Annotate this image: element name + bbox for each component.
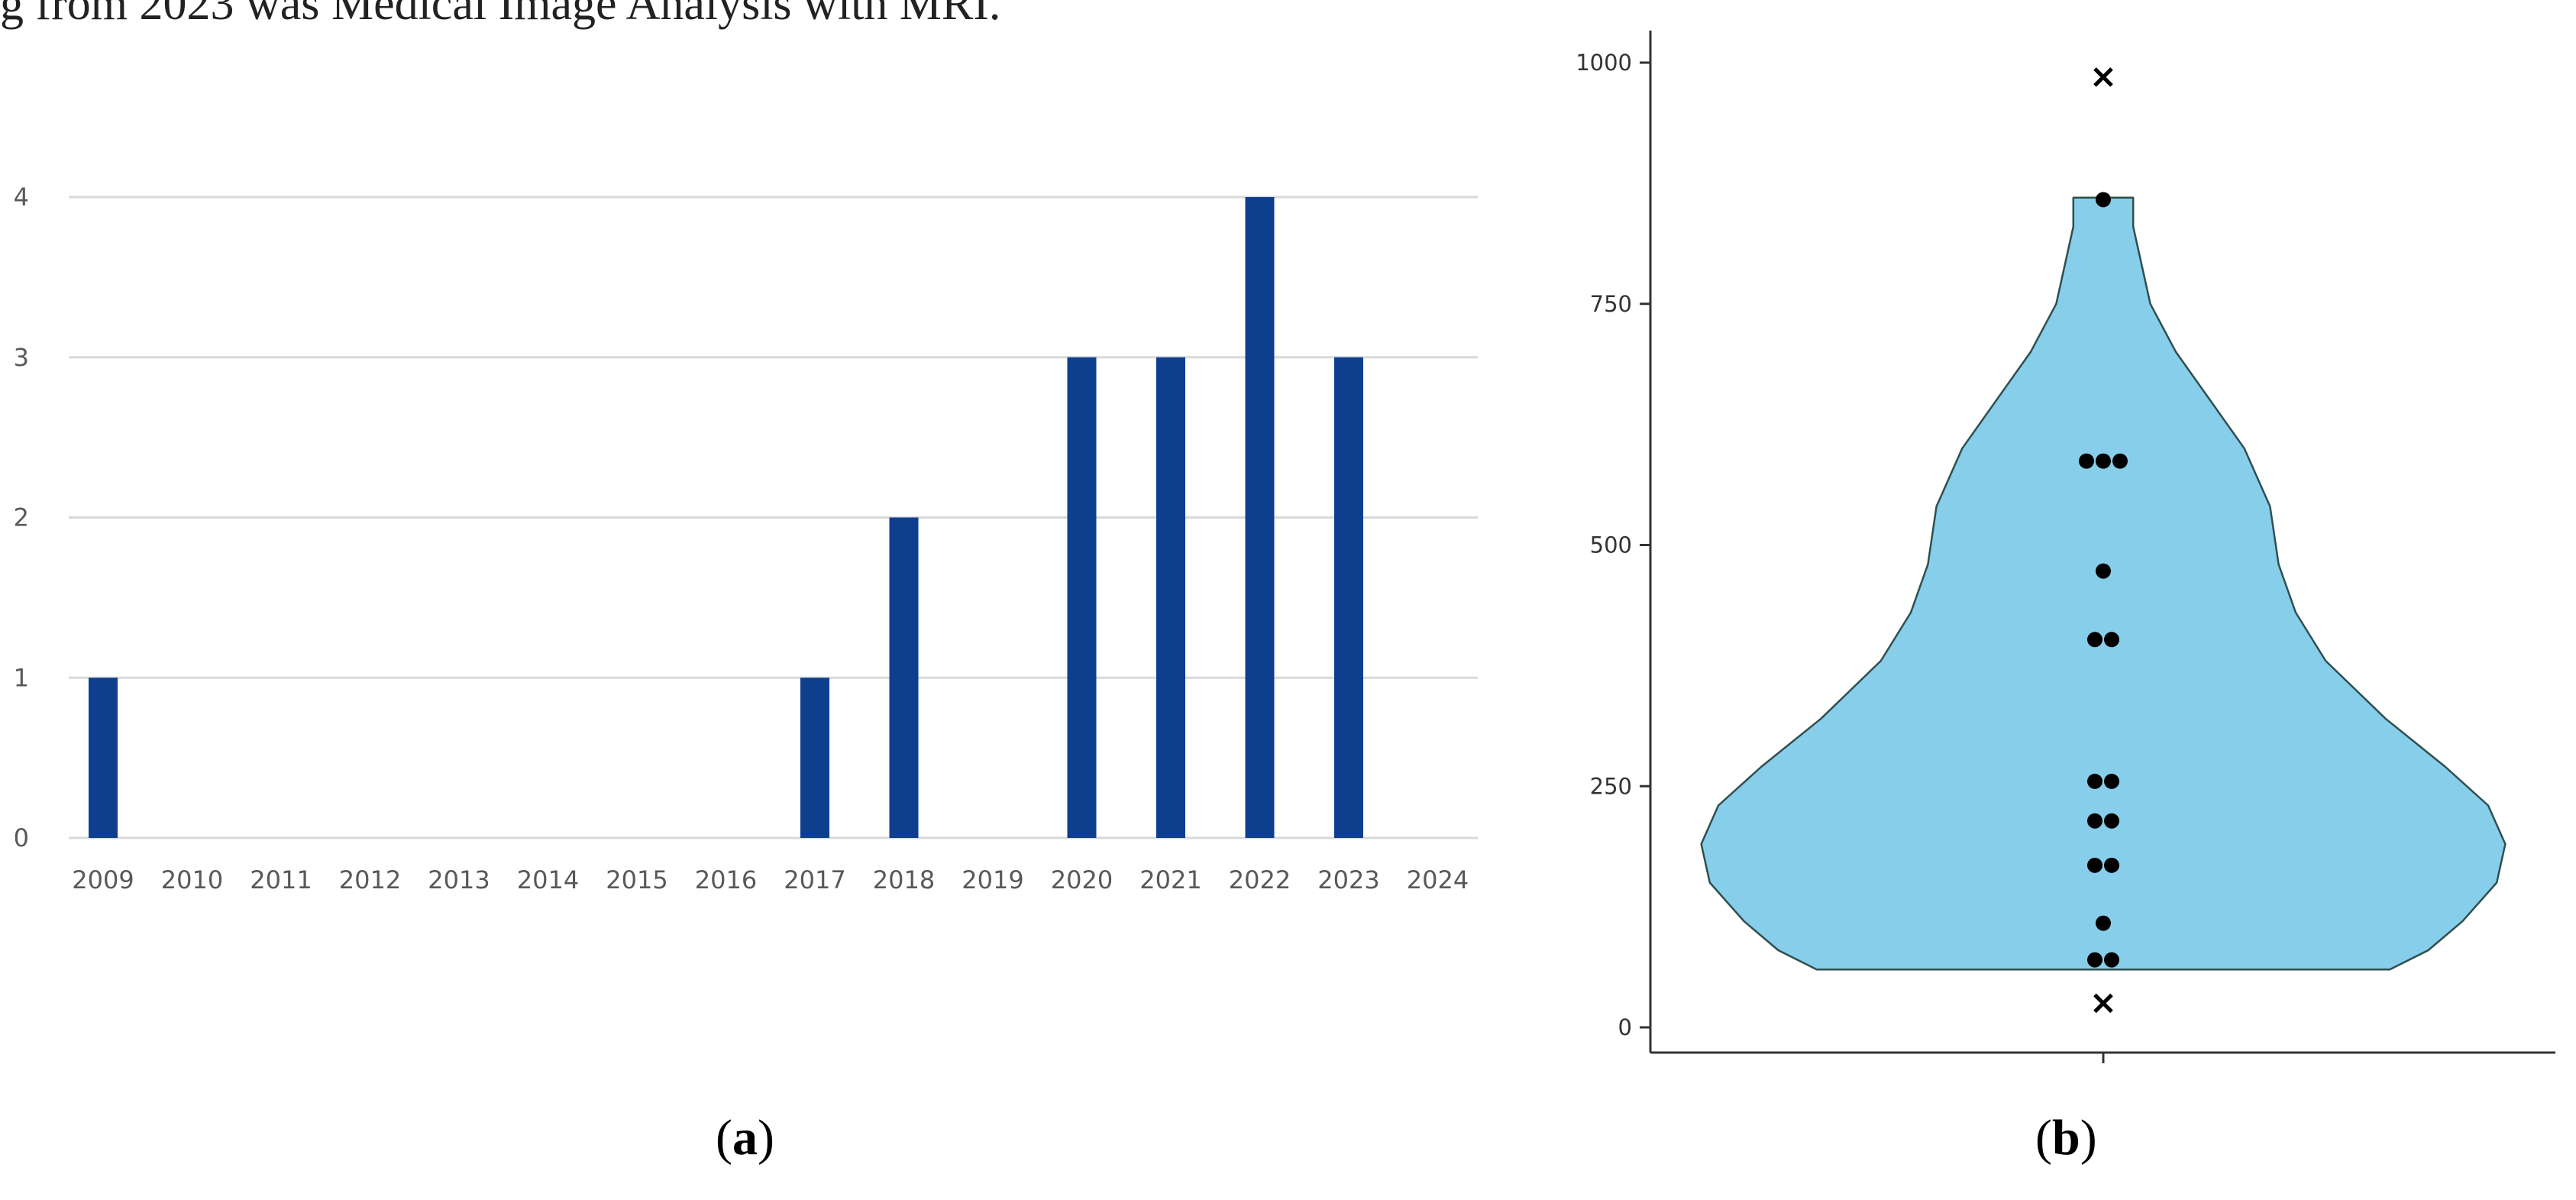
data-point bbox=[2104, 773, 2119, 789]
y-tick-label: 1 bbox=[14, 663, 29, 692]
x-tick-label: 2017 bbox=[784, 865, 845, 894]
bar-chart-a: 0 1 2 3 4 2009 2010 2011 2012 2013 2014 2015 2016 201… bbox=[14, 183, 1478, 894]
violin-chart-b: 0 250 500 750 1000 bbox=[1576, 31, 2555, 1063]
y-tick-label: 3 bbox=[14, 343, 29, 372]
y-tick-label: 250 bbox=[1590, 773, 1632, 799]
x-tick-label: 2011 bbox=[250, 865, 312, 894]
x-tick-label: 2016 bbox=[695, 865, 757, 894]
data-point bbox=[2096, 453, 2111, 469]
x-tick-label: 2010 bbox=[161, 865, 223, 894]
y-tick-label: 4 bbox=[14, 183, 29, 212]
caption-fragment: g from 2023 was Medical Image Analysis w… bbox=[0, 0, 1001, 30]
bar bbox=[889, 517, 919, 838]
violin-body bbox=[1700, 196, 2507, 971]
data-point bbox=[2096, 915, 2111, 931]
y-tick-label: 750 bbox=[1590, 291, 1632, 317]
bar bbox=[1067, 357, 1097, 838]
panel-label-a: (a) bbox=[716, 1110, 774, 1166]
x-tick-label: 2018 bbox=[873, 865, 935, 894]
x-tick-label: 2022 bbox=[1229, 865, 1291, 894]
data-point bbox=[2112, 453, 2128, 469]
bar bbox=[1156, 357, 1185, 838]
x-tick-label: 2013 bbox=[428, 865, 490, 894]
data-point bbox=[2104, 632, 2119, 648]
outlier-point bbox=[2093, 67, 2113, 87]
bar bbox=[800, 678, 829, 838]
data-point bbox=[2087, 773, 2102, 789]
x-tick-label: 2015 bbox=[606, 865, 667, 894]
x-tick-label: 2023 bbox=[1317, 865, 1379, 894]
data-point bbox=[2087, 813, 2102, 829]
data-point bbox=[2079, 453, 2094, 469]
data-point bbox=[2104, 813, 2119, 829]
data-point bbox=[2104, 857, 2119, 873]
y-tick-label: 2 bbox=[14, 503, 29, 532]
x-tick-label: 2020 bbox=[1051, 865, 1113, 894]
y-tick-label: 1000 bbox=[1576, 50, 1632, 76]
x-tick-label: 2024 bbox=[1407, 865, 1469, 894]
data-point bbox=[2096, 192, 2111, 208]
bar bbox=[89, 678, 118, 838]
x-tick-label: 2021 bbox=[1139, 865, 1201, 894]
data-point bbox=[2096, 563, 2111, 579]
y-tick-label: 0 bbox=[14, 823, 29, 852]
x-tick-label: 2009 bbox=[72, 865, 134, 894]
x-tick-label: 2019 bbox=[962, 865, 1023, 894]
outlier-point bbox=[2093, 993, 2113, 1014]
x-tick-label: 2012 bbox=[339, 865, 401, 894]
data-point bbox=[2104, 952, 2119, 968]
y-tick-label: 0 bbox=[1618, 1014, 1632, 1040]
y-tick-label: 500 bbox=[1590, 532, 1632, 558]
data-point bbox=[2087, 857, 2102, 873]
data-point bbox=[2087, 632, 2102, 648]
panel-label-b: (b) bbox=[2035, 1110, 2097, 1166]
x-tick-label: 2014 bbox=[517, 865, 579, 894]
data-point bbox=[2087, 952, 2102, 968]
bar bbox=[1245, 197, 1275, 838]
bar bbox=[1334, 357, 1363, 838]
